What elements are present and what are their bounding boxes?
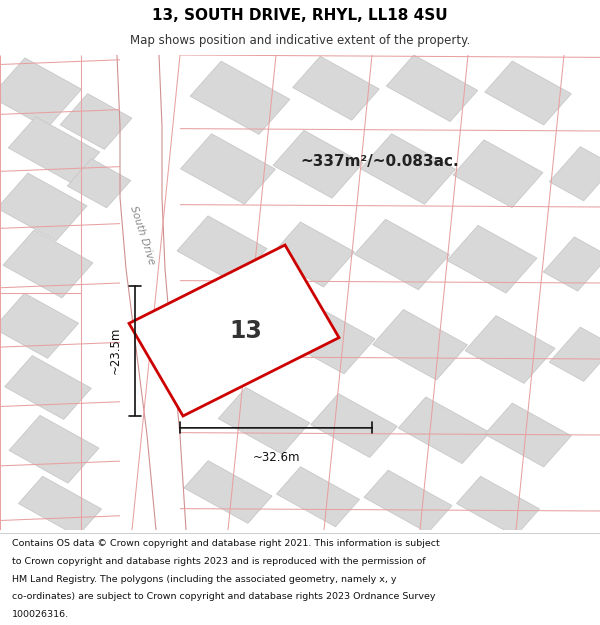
Polygon shape bbox=[269, 222, 355, 287]
Text: 13: 13 bbox=[230, 319, 262, 342]
Polygon shape bbox=[273, 131, 363, 198]
Text: to Crown copyright and database rights 2023 and is reproduced with the permissio: to Crown copyright and database rights 2… bbox=[12, 557, 425, 566]
Polygon shape bbox=[177, 216, 267, 284]
Polygon shape bbox=[0, 293, 79, 358]
Polygon shape bbox=[361, 134, 455, 204]
Text: Contains OS data © Crown copyright and database right 2021. This information is : Contains OS data © Crown copyright and d… bbox=[12, 539, 440, 549]
Polygon shape bbox=[5, 356, 91, 419]
Polygon shape bbox=[190, 61, 290, 134]
Polygon shape bbox=[9, 416, 99, 483]
Polygon shape bbox=[285, 306, 375, 374]
Text: ~337m²/~0.083ac.: ~337m²/~0.083ac. bbox=[300, 154, 458, 169]
Polygon shape bbox=[398, 397, 490, 464]
Text: 100026316.: 100026316. bbox=[12, 610, 69, 619]
Polygon shape bbox=[550, 147, 600, 201]
Polygon shape bbox=[544, 237, 600, 291]
Polygon shape bbox=[0, 58, 82, 128]
Polygon shape bbox=[218, 388, 310, 454]
Polygon shape bbox=[277, 467, 359, 527]
Polygon shape bbox=[355, 219, 449, 290]
Polygon shape bbox=[8, 117, 100, 183]
Polygon shape bbox=[447, 226, 537, 293]
Polygon shape bbox=[465, 316, 555, 383]
Polygon shape bbox=[19, 476, 101, 536]
Polygon shape bbox=[485, 403, 571, 467]
Text: ~32.6m: ~32.6m bbox=[252, 451, 300, 464]
Text: Map shows position and indicative extent of the property.: Map shows position and indicative extent… bbox=[130, 34, 470, 48]
Text: 13, SOUTH DRIVE, RHYL, LL18 4SU: 13, SOUTH DRIVE, RHYL, LL18 4SU bbox=[152, 8, 448, 23]
Polygon shape bbox=[373, 309, 467, 380]
Polygon shape bbox=[485, 61, 571, 125]
Polygon shape bbox=[181, 134, 275, 204]
Polygon shape bbox=[293, 56, 379, 120]
Polygon shape bbox=[3, 230, 93, 298]
Text: co-ordinates) are subject to Crown copyright and database rights 2023 Ordnance S: co-ordinates) are subject to Crown copyr… bbox=[12, 592, 436, 601]
Polygon shape bbox=[311, 394, 397, 458]
Polygon shape bbox=[457, 476, 539, 536]
Polygon shape bbox=[67, 159, 131, 208]
Polygon shape bbox=[117, 55, 186, 530]
Polygon shape bbox=[550, 328, 600, 381]
Text: HM Land Registry. The polygons (including the associated geometry, namely x, y: HM Land Registry. The polygons (includin… bbox=[12, 574, 397, 584]
Polygon shape bbox=[453, 140, 543, 208]
Polygon shape bbox=[0, 173, 87, 241]
Polygon shape bbox=[386, 55, 478, 121]
Text: South Drive: South Drive bbox=[128, 205, 157, 266]
Polygon shape bbox=[184, 461, 272, 523]
Polygon shape bbox=[129, 245, 339, 416]
Text: ~23.5m: ~23.5m bbox=[109, 327, 122, 374]
Polygon shape bbox=[60, 94, 132, 149]
Polygon shape bbox=[364, 470, 452, 533]
